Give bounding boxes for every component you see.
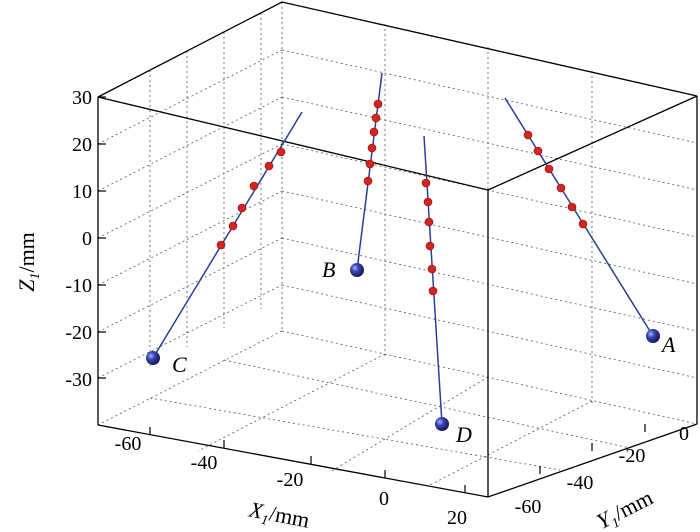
z-axis-label: Z1/mm <box>14 232 43 292</box>
x-tick-label: -20 <box>277 469 304 491</box>
tick-marks <box>98 96 646 493</box>
z-tick-label: 30 <box>72 87 92 109</box>
marker-a <box>523 130 533 140</box>
marker-b <box>367 143 377 153</box>
endpoint-c <box>146 351 160 365</box>
marker-d <box>421 178 431 188</box>
x-tick-label: 20 <box>447 507 467 529</box>
marker-b <box>369 127 379 137</box>
trajectory-endpoints <box>146 263 660 431</box>
z-tick-label: -30 <box>65 369 92 391</box>
marker-b <box>371 113 381 123</box>
x-tick-label: 0 <box>379 488 389 510</box>
plot-box <box>97 1 698 498</box>
z-tick-label: 10 <box>72 181 92 203</box>
y-tick-label: -60 <box>515 496 542 518</box>
point-label-a: A <box>660 332 676 357</box>
marker-c <box>228 221 238 231</box>
marker-a <box>556 183 566 193</box>
marker-c <box>216 240 226 250</box>
y-axis-label: Y1/mm <box>592 485 658 532</box>
point-label-b: B <box>322 257 335 282</box>
z-tick-label: 0 <box>82 228 92 250</box>
y-tick-label: 0 <box>679 423 689 445</box>
z-tick-label: 20 <box>72 134 92 156</box>
marker-c <box>264 161 274 171</box>
point-label-d: D <box>455 422 472 447</box>
x-axis-label: X1/mm <box>245 496 311 532</box>
x-tick-labels: -60 -40 -20 0 20 <box>115 433 467 529</box>
marker-b <box>365 159 375 169</box>
marker-a <box>544 164 554 174</box>
trajectory-markers <box>216 99 588 296</box>
trajectory-lines <box>152 72 654 425</box>
marker-a <box>533 146 543 156</box>
z-tick-label: -20 <box>65 322 92 344</box>
marker-d <box>428 286 438 296</box>
marker-b <box>363 176 373 186</box>
x-tick-label: -60 <box>115 433 142 455</box>
marker-a <box>578 219 588 229</box>
marker-c <box>237 203 247 213</box>
marker-a <box>567 202 577 212</box>
marker-d <box>424 217 434 227</box>
z-tick-labels: 30 20 10 0 -10 -20 -30 <box>65 87 92 391</box>
point-label-c: C <box>172 352 187 377</box>
point-labels: A B C D <box>172 257 676 447</box>
endpoint-d <box>435 417 449 431</box>
endpoint-b <box>350 263 364 277</box>
y-tick-labels: -60 -40 -20 0 <box>515 423 689 518</box>
marker-d <box>425 241 435 251</box>
z-tick-label: -10 <box>65 275 92 297</box>
y-tick-label: -40 <box>567 472 594 494</box>
marker-d <box>427 264 437 274</box>
marker-b <box>373 99 383 109</box>
y-tick-label: -20 <box>619 445 646 467</box>
x-tick-label: -40 <box>191 452 218 474</box>
marker-c <box>276 147 286 157</box>
marker-d <box>423 197 433 207</box>
endpoint-a <box>646 329 660 343</box>
grid <box>97 1 698 486</box>
marker-c <box>249 181 259 191</box>
